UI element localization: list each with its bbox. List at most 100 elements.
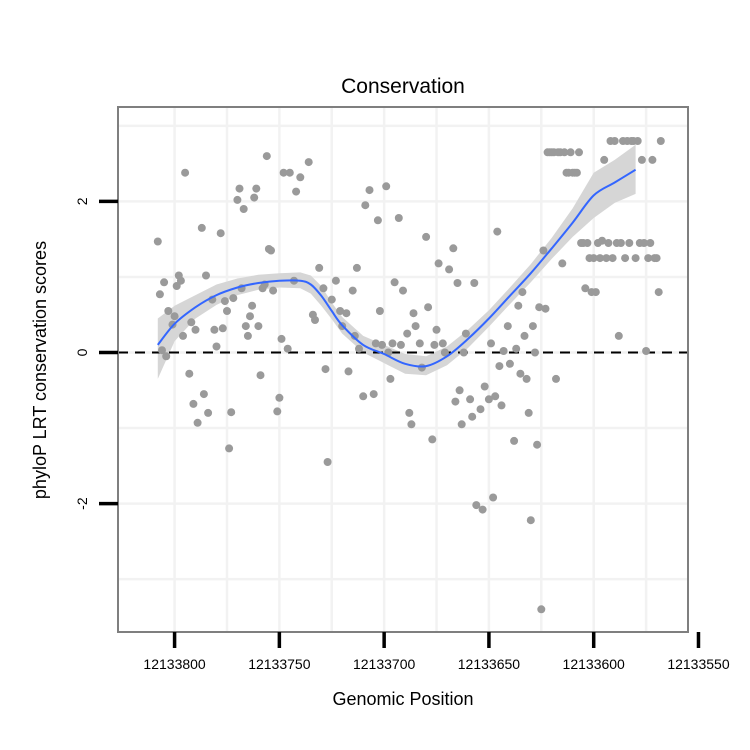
data-point: [468, 412, 477, 421]
data-point: [526, 516, 535, 525]
data-point: [189, 399, 198, 408]
data-point: [153, 237, 162, 246]
data-point: [365, 186, 374, 195]
data-point: [566, 148, 575, 157]
data-point: [248, 301, 257, 310]
data-point: [583, 239, 592, 247]
data-point: [382, 182, 391, 191]
data-point: [405, 408, 414, 417]
data-point: [535, 303, 544, 312]
data-point: [250, 193, 259, 202]
data-point: [476, 405, 485, 414]
data-point: [361, 201, 370, 210]
data-point: [499, 347, 508, 355]
data-point: [497, 401, 506, 410]
data-point: [204, 408, 213, 417]
x-tick-label: 12133650: [458, 656, 521, 672]
data-point: [489, 493, 498, 502]
data-point: [552, 374, 560, 383]
data-point: [432, 325, 441, 334]
data-point: [457, 420, 466, 429]
data-point: [589, 254, 598, 263]
data-point: [315, 263, 324, 272]
data-point: [625, 239, 634, 247]
data-point: [403, 329, 412, 338]
data-point: [164, 307, 173, 315]
data-point: [216, 229, 225, 238]
data-point: [422, 232, 431, 241]
data-point: [503, 322, 512, 331]
data-point: [522, 374, 531, 383]
data-point: [179, 331, 187, 340]
data-point: [512, 344, 521, 353]
data-point: [390, 278, 399, 287]
data-point: [424, 303, 433, 312]
data-point: [386, 374, 395, 383]
x-axis: 12133800 12133750 12133700 12133650 12133600…: [143, 632, 730, 672]
data-point: [642, 347, 651, 355]
data-point: [155, 290, 164, 299]
data-point: [162, 352, 171, 361]
data-point: [614, 331, 623, 340]
data-point: [342, 309, 351, 318]
data-point: [193, 418, 202, 427]
frame-layer: [117, 106, 689, 633]
data-point: [417, 363, 426, 372]
data-point: [352, 263, 361, 272]
points-layer: [153, 137, 665, 614]
data-point: [311, 316, 319, 324]
data-point: [185, 369, 194, 378]
data-point: [505, 359, 514, 368]
data-point: [277, 334, 286, 343]
data-point: [480, 382, 489, 391]
data-point: [176, 276, 185, 285]
data-point: [524, 408, 533, 417]
data-point: [202, 271, 210, 280]
panel-border: [117, 106, 689, 633]
x-tick-label: 12133700: [353, 656, 416, 672]
y-axis-title: phyloP LRT conservation scores: [30, 241, 50, 499]
data-point: [158, 346, 166, 355]
loess-fit-line: [157, 168, 637, 368]
data-point: [600, 155, 609, 164]
data-point: [493, 227, 502, 236]
data-point: [350, 331, 359, 340]
data-point: [191, 325, 200, 334]
x-axis-title: Genomic Position: [332, 689, 473, 709]
chart-title: Conservation: [341, 75, 465, 98]
data-point: [495, 362, 504, 371]
data-point: [373, 216, 382, 225]
data-point: [199, 390, 208, 399]
data-point: [229, 294, 238, 303]
data-point: [440, 348, 449, 357]
data-point: [227, 408, 236, 417]
data-point: [445, 265, 454, 274]
data-point: [223, 307, 231, 315]
data-point: [267, 246, 275, 255]
data-point: [484, 395, 493, 404]
data-point: [409, 309, 418, 318]
data-point: [434, 259, 443, 268]
data-point: [616, 239, 625, 247]
data-point: [533, 440, 542, 449]
data-point: [633, 137, 642, 145]
data-point: [296, 173, 305, 182]
data-point: [466, 395, 475, 404]
data-point: [596, 254, 604, 263]
data-point: [269, 286, 278, 295]
data-point: [355, 344, 363, 353]
data-point: [654, 288, 663, 297]
data-point: [514, 301, 523, 310]
data-point: [652, 254, 661, 263]
data-point: [344, 367, 353, 376]
data-point: [369, 390, 378, 399]
x-tick-label: 12133800: [143, 656, 206, 672]
data-point: [541, 304, 550, 313]
data-point: [220, 297, 229, 306]
x-tick-label: 12133550: [667, 656, 730, 672]
data-point: [212, 342, 221, 351]
data-point: [321, 365, 330, 374]
data-point: [518, 288, 527, 297]
data-point: [602, 254, 611, 263]
